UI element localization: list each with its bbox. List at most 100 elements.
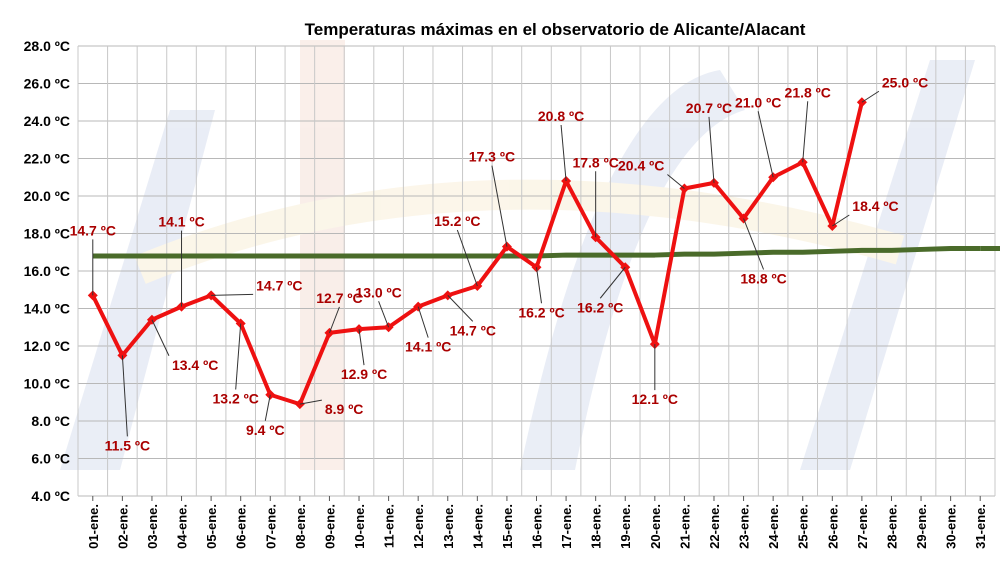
data-label: 12.9 ºC xyxy=(341,366,387,382)
x-tick-label: 06-ene. xyxy=(234,504,249,549)
data-label: 18.4 ºC xyxy=(852,198,898,214)
y-tick-label: 18.0 ºC xyxy=(24,226,70,242)
data-label: 11.5 ºC xyxy=(105,437,151,453)
x-tick-label: 20-ene. xyxy=(648,504,663,549)
leader-line xyxy=(708,116,715,183)
leader-line xyxy=(491,165,508,247)
y-tick-label: 10.0 ºC xyxy=(24,376,70,392)
x-tick-label: 18-ene. xyxy=(589,504,604,549)
data-label: 20.7 ºC xyxy=(686,100,732,116)
leader-line xyxy=(328,306,340,334)
data-label: 13.2 ºC xyxy=(213,391,259,407)
data-label: 16.2 ºC xyxy=(577,299,623,315)
leader-line xyxy=(560,124,567,182)
x-tick-label: 08-ene. xyxy=(293,504,308,549)
x-tick-label: 24-ene. xyxy=(766,504,781,549)
x-tick-label: 22-ene. xyxy=(707,504,722,549)
leader-line xyxy=(456,229,478,287)
x-tick-label: 11-ene. xyxy=(382,504,397,548)
y-tick-label: 28.0 ºC xyxy=(24,38,70,54)
x-tick-label: 01-ene. xyxy=(86,504,101,549)
x-tick-label: 26-ene. xyxy=(825,504,840,549)
data-label: 16.2 ºC xyxy=(518,304,564,320)
y-tick-label: 16.0 ºC xyxy=(24,263,70,279)
y-tick-label: 14.0 ºC xyxy=(24,301,70,317)
y-tick-label: 12.0 ºC xyxy=(24,338,70,354)
x-tick-label: 04-ene. xyxy=(175,504,190,549)
data-label: 25.0 ºC xyxy=(882,74,928,90)
data-label: 14.7 ºC xyxy=(450,322,496,338)
leader-line xyxy=(536,267,542,304)
x-tick-label: 28-ene. xyxy=(884,504,899,549)
leader-line xyxy=(417,306,429,338)
leader-line xyxy=(757,111,774,178)
x-tick-label: 29-ene. xyxy=(914,504,929,549)
y-tick-label: 26.0 ºC xyxy=(24,76,70,92)
data-label: 14.1 ºC xyxy=(158,214,204,230)
x-tick-label: 17-ene. xyxy=(559,504,574,549)
data-label: 18.8 ºC xyxy=(740,271,786,287)
leader-line xyxy=(235,323,242,390)
x-tick-label: 27-ene. xyxy=(855,504,870,549)
x-tick-label: 30-ene. xyxy=(944,504,959,549)
reference-line xyxy=(92,246,981,259)
leader-line xyxy=(861,90,880,103)
data-label: 21.8 ºC xyxy=(785,84,831,100)
x-tick-label: 23-ene. xyxy=(737,504,752,549)
data-label: 14.1 ºC xyxy=(405,339,451,355)
leader-line xyxy=(667,174,685,189)
x-tick-label: 07-ene. xyxy=(263,504,278,549)
y-tick-label: 4.0 ºC xyxy=(31,488,70,504)
leader-line xyxy=(378,301,390,328)
x-tick-label: 19-ene. xyxy=(618,504,633,549)
x-tick-label: 05-ene. xyxy=(204,504,219,549)
leader-line xyxy=(121,355,128,437)
leader-line xyxy=(211,293,254,296)
data-label: 21.0 ºC xyxy=(735,94,781,110)
leader-line xyxy=(599,266,626,299)
x-tick-label: 21-ene. xyxy=(677,504,692,549)
data-label: 15.2 ºC xyxy=(434,213,480,229)
y-tick-label: 20.0 ºC xyxy=(24,188,70,204)
data-label: 20.8 ºC xyxy=(538,108,584,124)
x-tick-label: 09-ene. xyxy=(322,504,337,549)
x-tick-label: 03-ene. xyxy=(145,504,160,549)
data-label: 13.0 ºC xyxy=(355,284,401,300)
x-tick-label: 10-ene. xyxy=(352,504,367,549)
y-axis: 4.0 ºC 6.0 ºC 8.0 ºC 10.0 ºC 12.0 ºC 14.0 ºC 1… xyxy=(24,38,70,504)
y-tick-label: 6.0 ºC xyxy=(31,451,70,467)
data-label: 17.3 ºC xyxy=(469,149,515,165)
data-label: 14.7 ºC xyxy=(70,222,116,238)
data-label: 8.9 ºC xyxy=(325,401,364,417)
x-tick-label: 12-ene. xyxy=(411,504,426,549)
chart-title: Temperaturas máximas en el observatorio … xyxy=(305,20,806,39)
grid xyxy=(77,45,996,497)
leader-line xyxy=(151,319,170,356)
x-tick-label: 16-ene. xyxy=(530,504,545,549)
data-label: 9.4 ºC xyxy=(246,422,285,438)
data-label: 20.4 ºC xyxy=(618,158,664,174)
leader-line xyxy=(802,101,809,163)
x-tick-label: 02-ene. xyxy=(115,504,130,549)
y-tick-label: 8.0 ºC xyxy=(31,413,70,429)
x-tick-label: 25-ene. xyxy=(796,504,811,549)
x-tick-label: 15-ene. xyxy=(500,504,515,549)
x-tick-label: 31-ene. xyxy=(973,504,988,549)
leader-line xyxy=(299,399,322,405)
y-tick-label: 22.0 ºC xyxy=(24,151,70,167)
leader-line xyxy=(358,329,365,366)
data-label: 14.7 ºC xyxy=(256,277,302,293)
leader-line xyxy=(832,214,850,227)
leader-line xyxy=(447,295,474,322)
x-axis: 01-ene. 02-ene. 03-ene. 04-ene. 05-ene. 06-en… xyxy=(86,496,988,549)
data-label: 17.8 ºC xyxy=(572,154,618,170)
x-tick-label: 14-ene. xyxy=(470,504,485,549)
leader-line xyxy=(743,218,765,270)
data-label: 13.4 ºC xyxy=(172,357,218,373)
data-label: 12.1 ºC xyxy=(632,391,678,407)
x-tick-label: 13-ene. xyxy=(441,504,456,549)
y-tick-label: 24.0 ºC xyxy=(24,113,70,129)
